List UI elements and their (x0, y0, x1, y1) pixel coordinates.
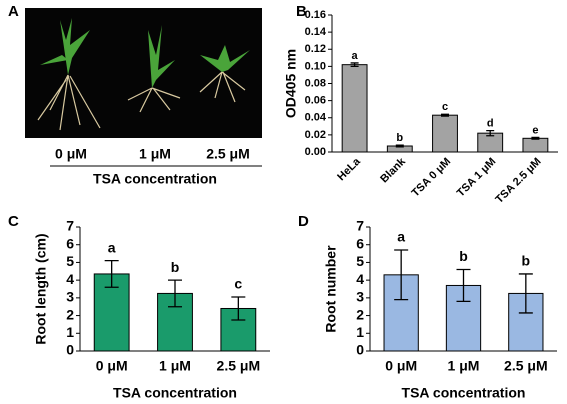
y-tick-label: 7 (356, 218, 364, 234)
panel-label: C (8, 213, 19, 230)
y-tick-label: 0.02 (305, 129, 326, 141)
bar (522, 137, 549, 153)
y-tick-label: 1 (66, 324, 74, 340)
x-tick-label: 2.5 μM (504, 358, 548, 374)
significance-letter: a (352, 50, 359, 62)
x-tick-label: Blank (378, 155, 408, 185)
x-tick-label: 1 μM (159, 358, 191, 374)
significance-letter: b (396, 132, 403, 144)
y-tick-label: 0 (66, 342, 74, 358)
y-tick-label: 0.12 (305, 43, 326, 55)
y-tick-label: 0 (356, 342, 364, 358)
error-bar (395, 144, 404, 148)
photo-label: 2.5 μM (206, 146, 250, 162)
panel-label: D (298, 213, 309, 230)
significance-letter: b (522, 253, 531, 269)
significance-letter: d (487, 118, 494, 130)
x-tick-label: 1 μM (448, 358, 480, 374)
y-tick-label: 0.14 (305, 26, 327, 38)
significance-letter: a (397, 229, 405, 245)
significance-letter: b (171, 259, 180, 275)
y-tick-label: 1 (356, 324, 364, 340)
significance-letter: e (532, 124, 538, 136)
significance-letter: b (459, 248, 468, 264)
significance-letter: c (442, 101, 448, 113)
significance-letter: a (108, 239, 116, 255)
y-tick-label: 3 (66, 289, 74, 305)
y-tick-label: 7 (66, 218, 74, 234)
y-tick-label: 0.08 (305, 77, 326, 89)
panel-label: A (8, 3, 19, 20)
y-tick-label: 0.10 (305, 60, 326, 72)
error-bar (486, 129, 495, 137)
y-tick-label: 3 (356, 289, 364, 305)
x-tick-label: TSA 2.5 μM (493, 156, 543, 206)
y-axis-title: Root length (cm) (33, 233, 49, 344)
x-tick-label: 2.5 μM (217, 358, 261, 374)
bar (341, 64, 368, 153)
significance-letter: c (234, 276, 242, 292)
error-bar (168, 279, 182, 308)
photo-label: 0 μM (55, 146, 87, 162)
y-tick-label: 2 (66, 306, 74, 322)
x-axis-title: TSA concentration (113, 385, 237, 401)
error-bar (104, 260, 119, 288)
axis-title: TSA concentration (93, 171, 217, 187)
y-tick-label: 0.04 (305, 112, 327, 124)
y-tick-label: 5 (356, 253, 364, 269)
error-bar (531, 136, 540, 140)
y-tick-label: 4 (66, 271, 74, 287)
error-bar (231, 296, 246, 321)
bar (220, 307, 257, 352)
x-tick-label: TSA 0 μM (410, 156, 454, 200)
panel-label: B (296, 3, 307, 20)
error-bar (456, 268, 471, 303)
y-tick-label: 6 (356, 235, 364, 251)
error-bar (518, 273, 533, 314)
x-axis-title: TSA concentration (402, 385, 526, 401)
error-bar (441, 113, 449, 117)
y-tick-label: 0.00 (305, 146, 326, 158)
y-tick-label: 6 (66, 235, 74, 251)
x-tick-label: TSA 1 μM (455, 156, 499, 200)
x-tick-label: 0 μM (385, 358, 417, 374)
y-tick-label: 0.16 (305, 9, 326, 21)
x-tick-label: 0 μM (96, 358, 128, 374)
photo (25, 8, 262, 138)
y-tick-label: 4 (356, 271, 364, 287)
error-bar (394, 249, 409, 301)
x-tick-label: HeLa (335, 155, 363, 183)
error-bar (350, 62, 359, 68)
y-axis-title: Root number (323, 245, 339, 333)
y-tick-label: 0.06 (305, 95, 326, 107)
bar (432, 114, 458, 153)
y-tick-label: 5 (66, 253, 74, 269)
y-axis-title: OD405 nm (283, 49, 299, 118)
y-tick-label: 2 (356, 306, 364, 322)
photo-label: 1 μM (139, 146, 171, 162)
